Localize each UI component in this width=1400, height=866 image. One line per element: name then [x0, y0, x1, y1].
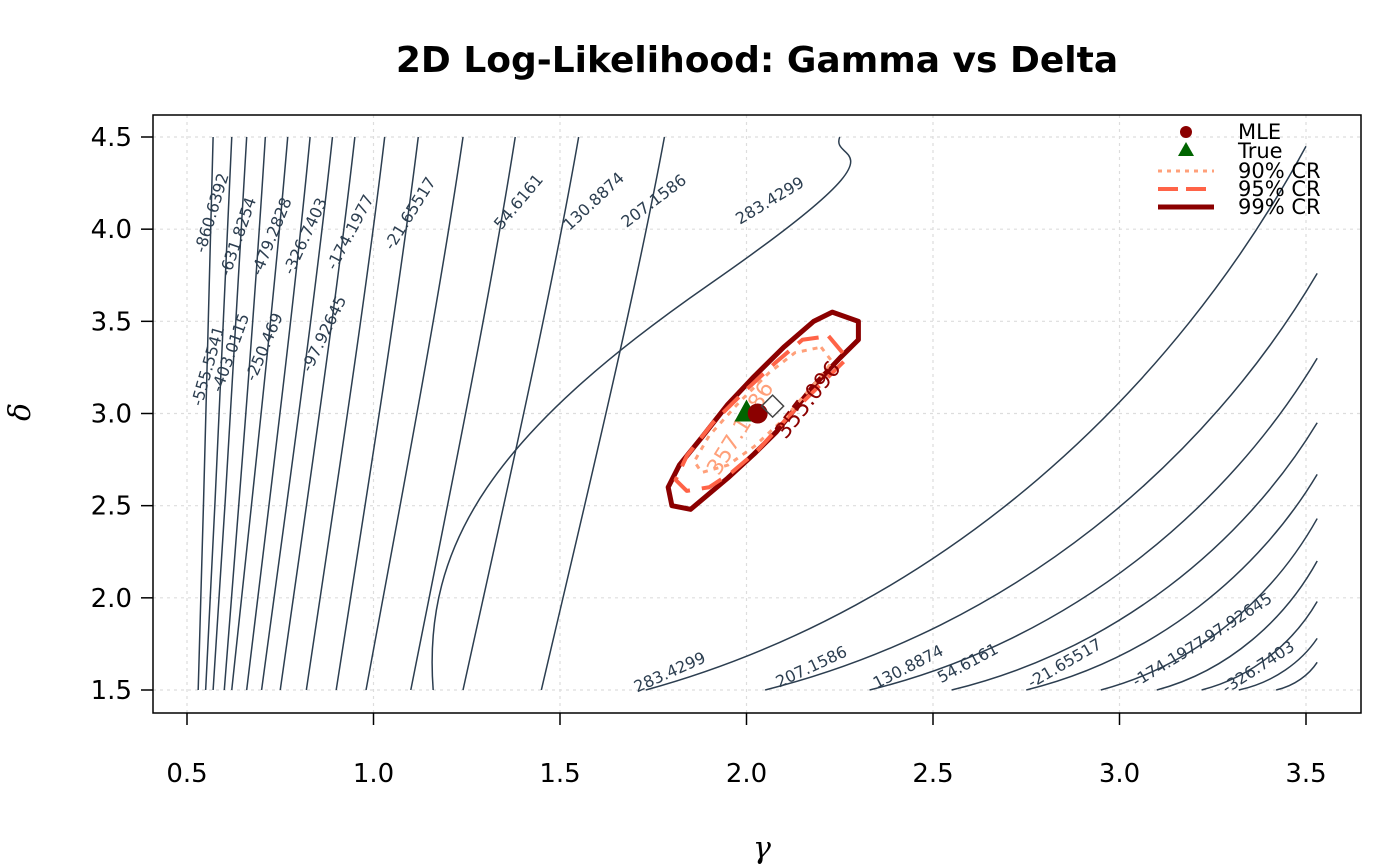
cr90-region — [692, 345, 834, 474]
cr99-region — [665, 309, 861, 512]
contour-label: -326.7403 — [1219, 637, 1298, 698]
contour-line — [869, 357, 1318, 691]
x-tick-label: 3.0 — [1099, 759, 1140, 789]
contour-line — [540, 136, 666, 691]
contour-line — [1156, 560, 1318, 691]
y-tick-label: 4.5 — [91, 123, 132, 153]
contour-label: 54.6161 — [490, 170, 547, 233]
legend-true-symbol — [1178, 142, 1194, 156]
x-tick-label: 0.5 — [166, 759, 207, 789]
contour-label: 54.6161 — [934, 639, 1001, 687]
contour-line — [1026, 473, 1318, 691]
axis-ticks: 0.5 1.0 1.5 2.0 2.5 3.0 3.5 1.5 2.0 2.5 3.0 3.5 4.0 4… — [91, 123, 1327, 789]
contour-line — [1238, 637, 1318, 691]
legend-label: MLE — [1238, 120, 1281, 144]
contour-label: 283.4299 — [631, 648, 708, 696]
contour-line — [1275, 661, 1318, 691]
x-tick-label: 2.0 — [726, 759, 767, 789]
contour-line — [231, 136, 289, 691]
x-tick-label: 3.5 — [1285, 759, 1326, 789]
plot-area-border — [152, 114, 1362, 714]
x-tick-label: 2.5 — [912, 759, 953, 789]
contour-line — [245, 136, 311, 691]
contour-line — [365, 136, 464, 691]
diamond-marker — [760, 394, 785, 419]
contour-line — [260, 136, 334, 691]
x-axis-label: γ — [753, 831, 771, 866]
legend-label: True — [1237, 139, 1283, 163]
contour-line — [335, 136, 420, 691]
y-tick-label: 4.0 — [91, 215, 132, 245]
contour-label: -97.92645 — [297, 293, 350, 375]
contour-label: 207.1586 — [617, 170, 689, 231]
cr95-region — [673, 334, 850, 493]
contour-line — [764, 273, 1318, 691]
x-tick-label: 1.0 — [353, 759, 394, 789]
y-tick-label: 3.0 — [91, 400, 132, 430]
contour-line — [951, 422, 1318, 691]
contour-label: 130.8874 — [870, 641, 947, 693]
contour-label: 207.1586 — [773, 642, 850, 691]
legend-label: 95% CR — [1238, 177, 1321, 201]
contour-line — [212, 136, 248, 691]
y-tick-label: 3.5 — [91, 307, 132, 337]
contour-label: -97.92645 — [1196, 589, 1275, 650]
contour-line — [279, 136, 356, 691]
contour-line — [223, 136, 267, 691]
y-tick-label: 1.5 — [91, 676, 132, 706]
x-tick-label: 1.5 — [539, 759, 580, 789]
contour-line — [204, 136, 233, 691]
contour-label: -21.65517 — [380, 173, 440, 253]
contour-line — [305, 136, 386, 691]
y-axis-label: δ — [3, 403, 38, 421]
y-tick-label: 2.5 — [91, 492, 132, 522]
contour-line — [410, 136, 516, 691]
contour-label: -174.1977 — [1129, 632, 1209, 691]
point-markers — [734, 394, 785, 424]
chart-title: 2D Log-Likelihood: Gamma vs Delta — [396, 40, 1118, 81]
contour-line — [197, 136, 214, 691]
legend-label: 99% CR — [1238, 195, 1321, 219]
legend-label: 90% CR — [1238, 159, 1321, 183]
contour-line — [645, 145, 1307, 691]
y-tick-label: 2.0 — [91, 584, 132, 614]
mle-marker — [747, 403, 768, 424]
contour-line — [431, 136, 852, 691]
contour-line — [462, 136, 580, 691]
legend-mle-symbol — [1180, 126, 1192, 138]
contour-line — [1100, 518, 1318, 691]
contour-label: 130.8874 — [559, 168, 628, 234]
cr99-label: 355.096 — [771, 357, 847, 444]
contour-line — [1201, 601, 1318, 691]
